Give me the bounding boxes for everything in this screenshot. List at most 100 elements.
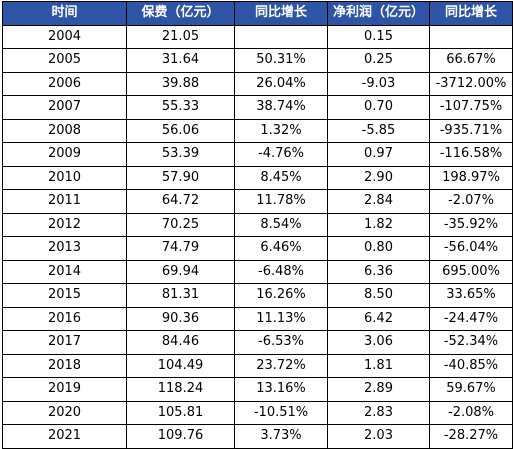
- table-row: 2014 69.94 -6.48% 6.36 695.00%: [2, 259, 513, 284]
- cell-net-profit: 0.70: [327, 95, 430, 120]
- cell-premium: 53.39: [126, 142, 235, 167]
- cell-net-profit: 2.03: [327, 424, 430, 449]
- cell-year: 2015: [2, 283, 127, 308]
- cell-profit-growth: -935.71%: [429, 118, 513, 143]
- table-row: 2013 74.79 6.46% 0.80 -56.04%: [2, 236, 513, 261]
- cell-premium-growth: 38.74%: [234, 95, 328, 120]
- cell-premium: 70.25: [126, 212, 235, 237]
- table-row: 2007 55.33 38.74% 0.70 -107.75%: [2, 95, 513, 120]
- header-premium: 保费（亿元）: [126, 1, 235, 26]
- cell-year: 2012: [2, 212, 127, 237]
- cell-profit-growth: 198.97%: [429, 165, 513, 190]
- cell-net-profit: 1.82: [327, 212, 430, 237]
- table-row: 2020 105.81 -10.51% 2.83 -2.08%: [2, 400, 513, 425]
- cell-net-profit: 6.42: [327, 306, 430, 331]
- cell-premium-growth: 11.13%: [234, 306, 328, 331]
- cell-profit-growth: [429, 24, 513, 49]
- cell-profit-growth: -3712.00%: [429, 71, 513, 96]
- cell-premium: 81.31: [126, 283, 235, 308]
- table-row: 2012 70.25 8.54% 1.82 -35.92%: [2, 212, 513, 237]
- table-row: 2004 21.05 0.15: [2, 24, 513, 49]
- cell-premium: 57.90: [126, 165, 235, 190]
- cell-year: 2014: [2, 259, 127, 284]
- table-row: 2021 109.76 3.73% 2.03 -28.27%: [2, 424, 513, 449]
- cell-year: 2006: [2, 71, 127, 96]
- header-premium-growth: 同比增长: [234, 1, 328, 26]
- table-row: 2008 56.06 1.32% -5.85 -935.71%: [2, 118, 513, 143]
- cell-premium: 84.46: [126, 330, 235, 355]
- cell-premium: 31.64: [126, 48, 235, 73]
- table-row: 2006 39.88 26.04% -9.03 -3712.00%: [2, 71, 513, 96]
- cell-profit-growth: 33.65%: [429, 283, 513, 308]
- cell-profit-growth: -2.08%: [429, 400, 513, 425]
- cell-premium-growth: -6.53%: [234, 330, 328, 355]
- cell-premium: 74.79: [126, 236, 235, 261]
- cell-premium: 64.72: [126, 189, 235, 214]
- cell-year: 2016: [2, 306, 127, 331]
- cell-premium-growth: 13.16%: [234, 377, 328, 402]
- cell-profit-growth: 695.00%: [429, 259, 513, 284]
- cell-premium-growth: -4.76%: [234, 142, 328, 167]
- table-row: 2019 118.24 13.16% 2.89 59.67%: [2, 377, 513, 402]
- cell-year: 2018: [2, 353, 127, 378]
- cell-premium: 104.49: [126, 353, 235, 378]
- cell-year: 2009: [2, 142, 127, 167]
- cell-premium-growth: 26.04%: [234, 71, 328, 96]
- header-profit-growth: 同比增长: [429, 1, 513, 26]
- cell-profit-growth: -35.92%: [429, 212, 513, 237]
- cell-year: 2010: [2, 165, 127, 190]
- cell-profit-growth: -116.58%: [429, 142, 513, 167]
- cell-net-profit: 1.81: [327, 353, 430, 378]
- cell-premium-growth: -6.48%: [234, 259, 328, 284]
- header-net-profit: 净利润（亿元）: [327, 1, 430, 26]
- cell-premium: 39.88: [126, 71, 235, 96]
- cell-net-profit: -5.85: [327, 118, 430, 143]
- cell-premium: 118.24: [126, 377, 235, 402]
- cell-premium: 56.06: [126, 118, 235, 143]
- cell-net-profit: 2.90: [327, 165, 430, 190]
- table-row: 2011 64.72 11.78% 2.84 -2.07%: [2, 189, 513, 214]
- table-row: 2010 57.90 8.45% 2.90 198.97%: [2, 165, 513, 190]
- cell-year: 2007: [2, 95, 127, 120]
- table-body: 2004 21.05 0.15 2005 31.64 50.31% 0.25 66.67% 20…: [2, 24, 513, 449]
- cell-profit-growth: -40.85%: [429, 353, 513, 378]
- cell-profit-growth: -24.47%: [429, 306, 513, 331]
- cell-net-profit: 0.25: [327, 48, 430, 73]
- cell-premium: 69.94: [126, 259, 235, 284]
- cell-year: 2021: [2, 424, 127, 449]
- cell-profit-growth: -56.04%: [429, 236, 513, 261]
- cell-net-profit: 0.80: [327, 236, 430, 261]
- cell-year: 2008: [2, 118, 127, 143]
- table-row: 2016 90.36 11.13% 6.42 -24.47%: [2, 306, 513, 331]
- cell-profit-growth: -52.34%: [429, 330, 513, 355]
- cell-year: 2020: [2, 400, 127, 425]
- cell-year: 2019: [2, 377, 127, 402]
- cell-premium: 21.05: [126, 24, 235, 49]
- cell-profit-growth: -28.27%: [429, 424, 513, 449]
- cell-net-profit: 0.97: [327, 142, 430, 167]
- header-year: 时间: [2, 1, 127, 26]
- table-row: 2005 31.64 50.31% 0.25 66.67%: [2, 48, 513, 73]
- cell-year: 2013: [2, 236, 127, 261]
- table-header-row: 时间 保费（亿元） 同比增长 净利润（亿元） 同比增长: [2, 1, 513, 26]
- cell-net-profit: 8.50: [327, 283, 430, 308]
- cell-profit-growth: 66.67%: [429, 48, 513, 73]
- cell-net-profit: 2.83: [327, 400, 430, 425]
- cell-premium-growth: 23.72%: [234, 353, 328, 378]
- cell-profit-growth: -107.75%: [429, 95, 513, 120]
- cell-year: 2011: [2, 189, 127, 214]
- cell-premium: 90.36: [126, 306, 235, 331]
- cell-net-profit: 6.36: [327, 259, 430, 284]
- cell-premium-growth: -10.51%: [234, 400, 328, 425]
- cell-net-profit: 0.15: [327, 24, 430, 49]
- cell-premium-growth: 16.26%: [234, 283, 328, 308]
- cell-net-profit: 3.06: [327, 330, 430, 355]
- cell-premium: 109.76: [126, 424, 235, 449]
- cell-profit-growth: 59.67%: [429, 377, 513, 402]
- cell-premium-growth: 1.32%: [234, 118, 328, 143]
- table-row: 2015 81.31 16.26% 8.50 33.65%: [2, 283, 513, 308]
- cell-premium: 55.33: [126, 95, 235, 120]
- cell-premium-growth: 3.73%: [234, 424, 328, 449]
